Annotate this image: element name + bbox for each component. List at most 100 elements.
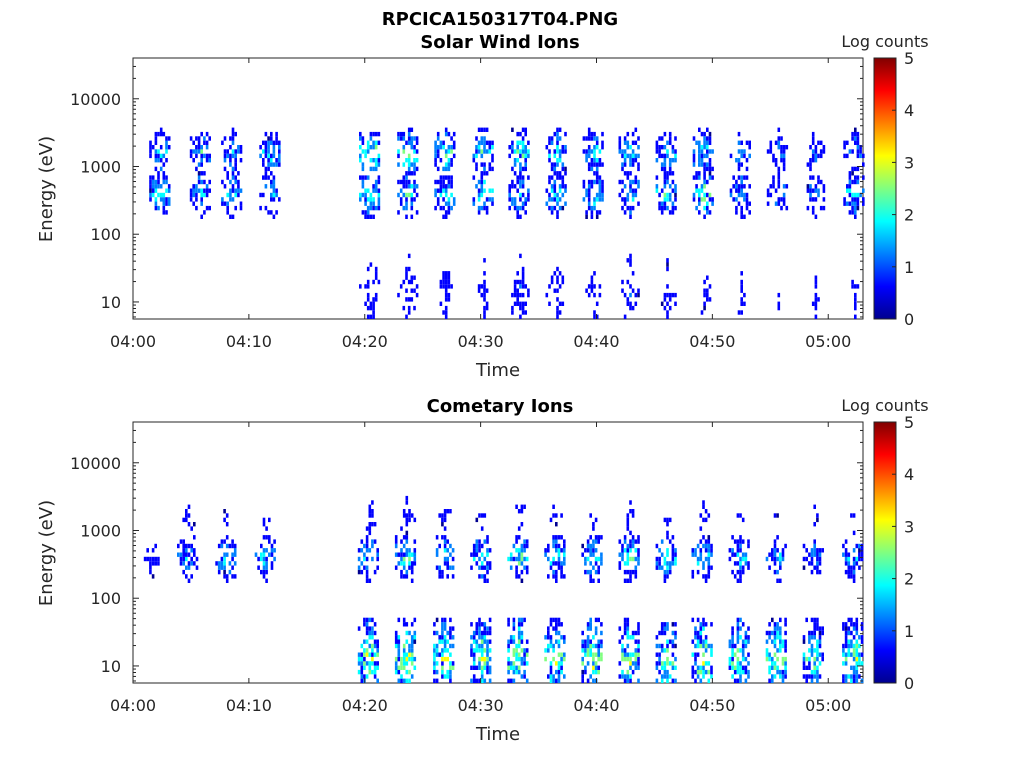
spectrogram-cell	[850, 513, 853, 518]
spectrogram-cell	[674, 561, 677, 566]
spectrogram-cell	[441, 513, 444, 518]
spectrogram-cell	[372, 201, 375, 206]
spectrogram-cell	[810, 669, 814, 675]
spectrogram-cell	[229, 192, 232, 198]
spectrogram-cell	[229, 179, 232, 185]
spectrogram-cell	[731, 652, 734, 657]
spectrogram-cell	[366, 214, 370, 219]
spectrogram-cell	[593, 131, 596, 137]
spectrogram-cell	[357, 626, 361, 631]
spectrogram-cell	[855, 669, 859, 675]
spectrogram-cell	[781, 656, 785, 662]
spectrogram-cell	[483, 574, 487, 579]
spectrogram-cell	[371, 556, 374, 562]
spectrogram-cell	[810, 556, 814, 562]
spectrogram-cell	[225, 552, 229, 557]
spectrogram-cell	[813, 635, 816, 640]
spectrogram-cell	[844, 635, 848, 640]
spectrogram-cell	[582, 197, 586, 202]
spectrogram-cell	[621, 179, 624, 185]
spectrogram-cell	[405, 517, 409, 523]
spectrogram-cell	[601, 197, 604, 202]
spectrogram-cell	[671, 171, 675, 176]
spectrogram-cell	[558, 284, 562, 289]
spectrogram-cell	[618, 145, 622, 150]
spectrogram-cell	[691, 665, 695, 670]
spectrogram-cell	[637, 556, 640, 562]
spectrogram-cell	[447, 197, 451, 202]
spectrogram-cell	[707, 543, 711, 549]
spectrogram-cell	[264, 166, 268, 172]
spectrogram-cell	[521, 305, 525, 311]
spectrogram-cell	[472, 552, 476, 557]
spectrogram-cell	[844, 569, 848, 575]
spectrogram-cell	[516, 158, 519, 163]
spectrogram-cell	[442, 197, 445, 202]
spectrogram-cell	[442, 179, 445, 185]
spectrogram-cell	[858, 661, 861, 666]
spectrogram-cell	[443, 639, 447, 644]
spectrogram-cell	[710, 552, 713, 557]
spectrogram-cell	[779, 635, 782, 640]
spectrogram-cell	[361, 192, 365, 198]
spectrogram-cell	[631, 543, 635, 549]
spectrogram-cell	[598, 149, 602, 154]
spectrogram-cell	[702, 661, 705, 666]
spectrogram-cell	[809, 197, 812, 202]
spectrogram-cell	[519, 184, 522, 189]
spectrogram-cell	[513, 201, 517, 206]
spectrogram-cell	[771, 661, 774, 666]
spectrogram-cell	[739, 574, 742, 579]
spectrogram-cell	[397, 292, 400, 298]
spectrogram-cell	[405, 500, 409, 505]
spectrogram-cell	[397, 210, 400, 215]
spectrogram-cell	[728, 639, 732, 644]
spectrogram-cell	[373, 665, 377, 670]
spectrogram-cell	[748, 201, 751, 206]
spectrogram-cell	[658, 630, 661, 636]
spectrogram-cell	[360, 643, 364, 649]
spectrogram-cell	[444, 284, 448, 289]
spectrogram-cell	[671, 678, 675, 683]
spectrogram-cell	[564, 184, 567, 189]
spectrogram-cell	[365, 578, 369, 583]
spectrogram-cell	[626, 656, 630, 662]
spectrogram-cell	[371, 652, 374, 657]
spectrogram-cell	[208, 158, 211, 163]
spectrogram-cell	[361, 136, 365, 141]
spectrogram-cell	[527, 175, 530, 180]
spectrogram-cell	[592, 678, 595, 683]
spectrogram-cell	[478, 543, 481, 549]
spectrogram-cell	[157, 158, 160, 163]
spectrogram-cell	[782, 201, 786, 206]
spectrogram-cell	[561, 205, 565, 211]
spectrogram-cell	[553, 205, 557, 211]
spectrogram-cell	[691, 552, 695, 557]
spectrogram-cell	[848, 171, 852, 176]
spectrogram-cell	[779, 617, 782, 623]
spectrogram-cell	[660, 626, 664, 631]
spectrogram-cell	[410, 652, 414, 657]
spectrogram-cell	[359, 136, 362, 141]
spectrogram-cell	[162, 175, 166, 180]
spectrogram-cell	[584, 648, 587, 653]
colorbar-tick-label: 4	[904, 101, 914, 120]
spectrogram-cell	[439, 279, 443, 285]
spectrogram-cell	[371, 509, 374, 514]
spectrogram-cell	[154, 556, 157, 562]
spectrogram-cell	[475, 184, 478, 189]
spectrogram-cell	[444, 288, 448, 293]
spectrogram-cell	[810, 648, 814, 653]
spectrogram-cell	[231, 539, 234, 544]
spectrogram-cell	[621, 635, 624, 640]
x-tick-label: 04:20	[342, 696, 388, 715]
spectrogram-cell	[507, 648, 510, 653]
spectrogram-cell	[844, 643, 848, 649]
spectrogram-cell	[405, 622, 409, 627]
x-tick-label: 04:00	[110, 332, 156, 351]
spectrogram-cell	[433, 630, 436, 636]
spectrogram-cell	[415, 184, 419, 189]
spectrogram-cell	[771, 556, 774, 562]
spectrogram-cell	[223, 574, 226, 579]
spectrogram-cell	[516, 210, 519, 215]
